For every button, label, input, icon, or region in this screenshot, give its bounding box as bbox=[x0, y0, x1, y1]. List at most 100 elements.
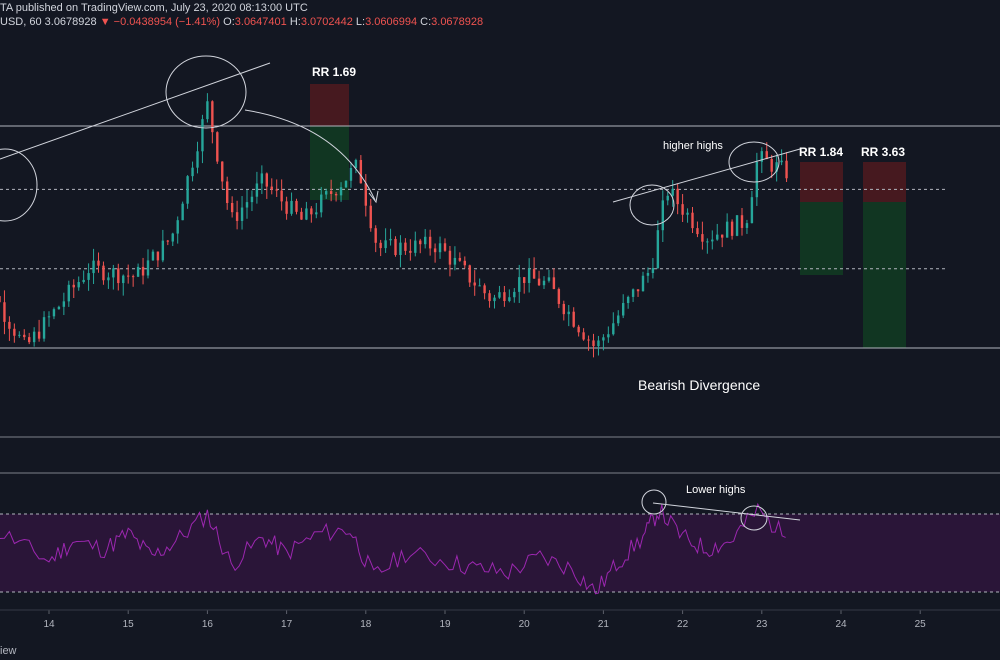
rsi-band bbox=[0, 514, 1000, 592]
candle-body bbox=[404, 242, 407, 251]
rr-stop-box bbox=[863, 162, 906, 202]
price-chart[interactable]: RR 1.69 RR 1.84 RR 3.63 higher highs Bearish… bbox=[0, 0, 1000, 645]
candle-body bbox=[473, 282, 476, 286]
time-axis: 14 15 16 17 18 19 20 21 22 23 24 25 bbox=[0, 609, 1000, 630]
candle-body bbox=[32, 331, 36, 343]
x-tick-label: 25 bbox=[915, 619, 927, 630]
candle-body bbox=[488, 293, 491, 302]
candle-body bbox=[141, 266, 145, 276]
candle-body bbox=[602, 337, 605, 341]
candle-body bbox=[478, 285, 481, 287]
candle-body bbox=[433, 248, 437, 253]
x-tick-label: 23 bbox=[756, 619, 768, 630]
candle-body bbox=[161, 240, 165, 261]
ohlc-legend: USD, 60 3.0678928 ▼ −0.0438954 (−1.41%) … bbox=[0, 16, 483, 28]
candle-body bbox=[676, 188, 679, 205]
candle-body bbox=[384, 240, 387, 249]
candle-body bbox=[532, 268, 536, 279]
candle-body bbox=[681, 204, 684, 215]
candle-body bbox=[127, 275, 130, 277]
candle-body bbox=[77, 282, 80, 288]
candle-body bbox=[587, 339, 590, 341]
candle-body bbox=[349, 167, 353, 181]
candle-body bbox=[359, 160, 363, 184]
candle-body bbox=[92, 260, 95, 274]
candle-body bbox=[176, 220, 179, 234]
candle-body bbox=[0, 296, 1, 303]
candle-body bbox=[775, 162, 778, 172]
candle-body bbox=[230, 203, 234, 213]
candle-body bbox=[696, 228, 699, 235]
curve-arrow bbox=[244, 109, 376, 201]
candle-body bbox=[399, 242, 402, 256]
candle-body bbox=[235, 212, 239, 221]
candle-body bbox=[344, 180, 348, 188]
candle-body bbox=[424, 236, 427, 245]
highlight-circle bbox=[740, 505, 768, 531]
candle-body bbox=[151, 251, 155, 261]
annotation-label: higher highs bbox=[663, 140, 723, 152]
candle-body bbox=[13, 328, 16, 336]
candle-body bbox=[721, 234, 724, 238]
candle-body bbox=[622, 303, 625, 316]
candle-body bbox=[513, 291, 516, 298]
candle-body bbox=[295, 200, 298, 212]
chart-background-layer bbox=[0, 84, 1000, 474]
candle-body bbox=[82, 279, 85, 283]
rr-target-box bbox=[800, 202, 843, 275]
candle-body bbox=[131, 276, 135, 278]
candle-body bbox=[691, 212, 694, 229]
low-value: 3.0606994 bbox=[365, 16, 418, 28]
candle-body bbox=[221, 161, 224, 182]
candle-body bbox=[582, 332, 585, 340]
candle-body bbox=[300, 211, 303, 220]
candle-body bbox=[329, 191, 333, 194]
arrow-head-icon bbox=[368, 190, 379, 204]
highlight-circle bbox=[0, 148, 38, 222]
rsi-trend-line bbox=[652, 502, 801, 521]
candle-body bbox=[72, 284, 75, 288]
candle-body bbox=[780, 160, 783, 163]
candle-body bbox=[87, 273, 90, 280]
candle-body bbox=[730, 221, 734, 236]
candle-body bbox=[255, 183, 259, 197]
candle-body bbox=[414, 240, 417, 253]
candle-body bbox=[305, 208, 308, 220]
candle-body bbox=[716, 234, 719, 240]
candle-body bbox=[211, 101, 214, 133]
candle-body bbox=[186, 176, 189, 204]
candle-body bbox=[374, 228, 377, 243]
candle-body bbox=[206, 101, 209, 120]
candle-body bbox=[325, 191, 328, 195]
candle-body bbox=[112, 268, 115, 278]
annotation-label: RR 1.69 bbox=[312, 65, 356, 79]
candle-body bbox=[785, 160, 788, 179]
highlight-circle bbox=[629, 184, 675, 226]
candle-body bbox=[191, 167, 194, 177]
candle-body bbox=[631, 289, 635, 297]
candle-body bbox=[156, 251, 160, 261]
rr-target-box bbox=[310, 126, 349, 200]
high-value: 3.0702442 bbox=[300, 16, 353, 28]
candle-body bbox=[42, 317, 46, 339]
candle-body bbox=[711, 239, 714, 242]
high-label: H: bbox=[289, 16, 301, 28]
candle-body bbox=[3, 302, 6, 322]
candle-body bbox=[527, 268, 531, 283]
candle-body bbox=[181, 203, 184, 221]
candle-body bbox=[270, 186, 273, 190]
annotation-label: Lower highs bbox=[686, 484, 746, 496]
candle-body bbox=[47, 316, 51, 318]
candle-body bbox=[523, 277, 526, 283]
candle-body bbox=[97, 260, 100, 266]
candle-body bbox=[285, 201, 288, 214]
candle-body bbox=[607, 334, 610, 338]
candle-body bbox=[275, 189, 278, 191]
candle-body bbox=[493, 297, 496, 302]
candle-body bbox=[740, 215, 744, 228]
candle-body bbox=[572, 311, 575, 327]
candle-body bbox=[62, 301, 66, 307]
candle-body bbox=[671, 188, 674, 196]
candle-body bbox=[503, 292, 506, 302]
rr-stop-box bbox=[800, 162, 843, 202]
